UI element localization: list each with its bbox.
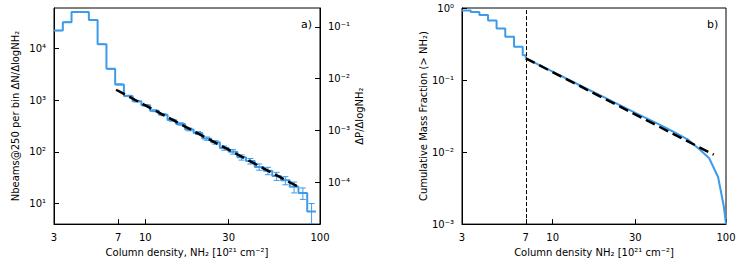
svg-text:10⁻³: 10⁻³	[432, 219, 454, 230]
svg-text:10²: 10²	[29, 146, 46, 157]
svg-text:10⁻¹: 10⁻¹	[432, 75, 454, 86]
svg-text:10¹: 10¹	[29, 198, 46, 209]
svg-text:10⁻⁴: 10⁻⁴	[328, 177, 350, 188]
svg-text:10⁻²: 10⁻²	[328, 73, 350, 84]
svg-text:3: 3	[459, 232, 465, 243]
svg-text:30: 30	[222, 232, 235, 243]
svg-text:3: 3	[51, 232, 57, 243]
svg-text:a): a)	[301, 18, 312, 31]
svg-text:100: 100	[310, 232, 329, 243]
svg-text:30: 30	[629, 232, 642, 243]
svg-text:10⁻¹: 10⁻¹	[328, 21, 350, 32]
svg-text:10⁻²: 10⁻²	[432, 147, 454, 158]
svg-text:ΔP/ΔlogNH₂: ΔP/ΔlogNH₂	[354, 87, 365, 144]
svg-text:100: 100	[716, 232, 735, 243]
svg-text:7: 7	[115, 232, 121, 243]
svg-text:10⁻³: 10⁻³	[328, 125, 350, 136]
svg-text:10⁴: 10⁴	[29, 43, 46, 54]
svg-text:Cumulative Mass Fraction (> NH: Cumulative Mass Fraction (> NH₂)	[418, 31, 429, 201]
svg-text:7: 7	[523, 232, 529, 243]
svg-text:10³: 10³	[29, 95, 46, 106]
svg-text:Column density NH₂ [10²¹ cm⁻²]: Column density NH₂ [10²¹ cm⁻²]	[514, 247, 674, 258]
svg-text:10: 10	[139, 232, 152, 243]
svg-text:Nbeams@250 per bin ΔN/ΔlogNH₂: Nbeams@250 per bin ΔN/ΔlogNH₂	[10, 31, 21, 202]
svg-text:10: 10	[546, 232, 559, 243]
svg-text:b): b)	[707, 18, 718, 31]
svg-text:10⁰: 10⁰	[437, 3, 454, 14]
svg-text:Column density, NH₂ [10²¹ cm⁻²: Column density, NH₂ [10²¹ cm⁻²]	[106, 247, 269, 258]
